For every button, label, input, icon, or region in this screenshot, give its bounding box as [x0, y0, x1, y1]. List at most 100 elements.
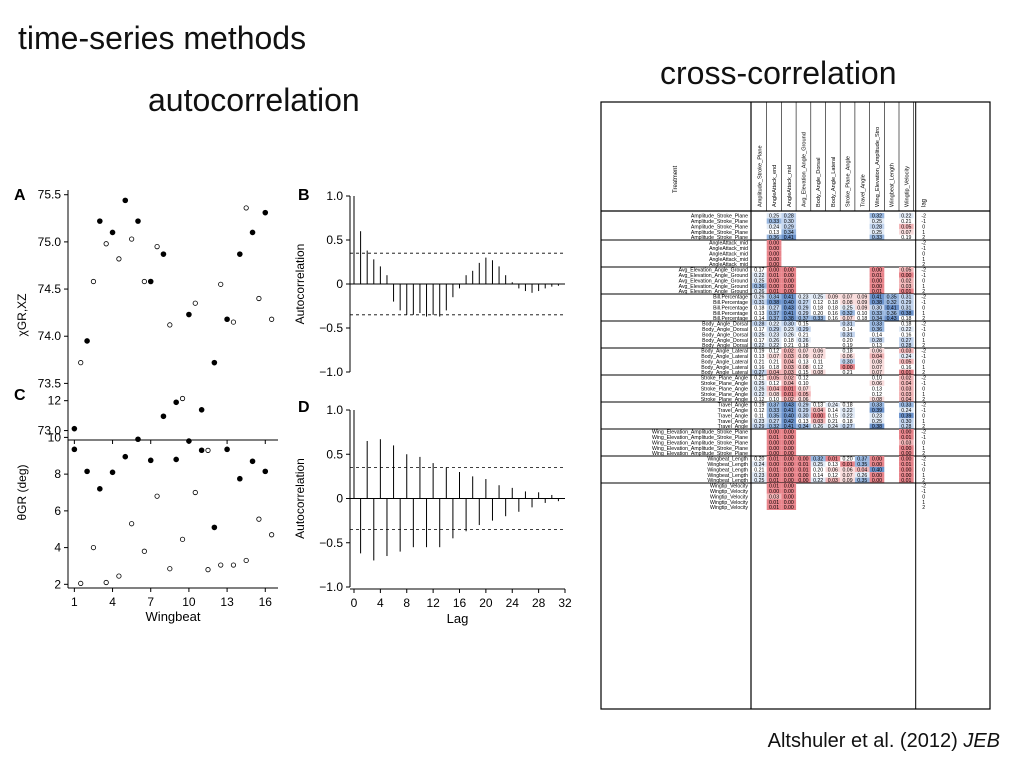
heatmap-cell-value: 0.21: [798, 332, 808, 338]
heatmap-cell-value: 0.14: [754, 316, 764, 322]
heatmap-cell: [766, 299, 782, 305]
heatmap-lag-label: 1: [922, 338, 925, 344]
heatmap-cell: [766, 310, 782, 316]
heatmap-cell-value: 0.00: [901, 467, 911, 473]
heatmap-row-label: Body_Angle_Dorsal: [702, 322, 748, 328]
heatmap-cell: [869, 213, 885, 219]
heatmap-cell-value: 0.35: [769, 413, 779, 419]
heatmap-cell-value: 0.07: [901, 230, 911, 236]
y-tick-label: 1.0: [326, 189, 343, 203]
heatmap-cell: [884, 299, 899, 305]
heatmap-cell: [752, 331, 767, 338]
heatmap-column-header: Stroke_Plane_Angle: [846, 156, 852, 207]
heatmap-cell-value: 0.28: [901, 424, 911, 430]
heatmap-cell: [825, 423, 841, 429]
heatmap-cell: [766, 326, 782, 332]
heatmap-cell: [899, 288, 914, 294]
heatmap-lag-label: 0: [922, 332, 925, 338]
heatmap-cell-value: 0.43: [784, 305, 794, 311]
heatmap-cell-value: 0.37: [857, 457, 867, 463]
heatmap-cell-value: 0.00: [901, 430, 911, 436]
heatmap-cell: [781, 218, 797, 224]
open-point: [116, 256, 122, 262]
filled-point: [173, 456, 179, 463]
heatmap-cell: [781, 331, 797, 338]
y-tick-label: 10: [48, 430, 62, 444]
heatmap-cell-value: 0.37: [769, 403, 779, 409]
heatmap-cell-value: 0.34: [769, 295, 779, 301]
heatmap-cell-value: 0.12: [769, 349, 779, 355]
heatmap-cell-value: 0.10: [857, 311, 867, 317]
heatmap-cell: [781, 450, 797, 456]
heatmap-cell-value: 0.33: [872, 235, 882, 241]
heatmap-cell-value: 0.30: [901, 419, 911, 425]
heatmap-cell: [752, 277, 767, 284]
heatmap-cell: [899, 412, 914, 419]
heatmap-lag-label: -1: [921, 354, 926, 360]
heatmap-cell-value: 0.39: [872, 408, 882, 414]
heatmap-column-header: Body_Angle_Dorsal: [816, 158, 822, 207]
y-tick-label: 75.5: [38, 188, 62, 202]
heatmap-cell-value: 0.27: [798, 300, 808, 306]
heatmap-cell-value: 0.03: [901, 440, 911, 446]
heatmap-cell-value: 0.35: [857, 462, 867, 468]
heatmap-cell-value: 0.13: [798, 359, 808, 365]
heatmap-cell: [869, 288, 885, 294]
heatmap-cell: [781, 326, 797, 332]
heatmap-cell-value: 0.13: [813, 403, 823, 409]
open-point: [103, 241, 109, 247]
heatmap-cell-value: 0.26: [754, 295, 764, 301]
heatmap-cell: [781, 391, 797, 397]
heatmap-cell-value: 0.18: [769, 365, 779, 371]
heatmap-cell-value: 0.29: [798, 408, 808, 414]
y-tick-label: −0.5: [319, 321, 343, 335]
cross-correlation-heading: cross-correlation: [660, 55, 897, 91]
heatmap-cell-value: 0.41: [784, 295, 794, 301]
heatmap-cell-value: 0.34: [872, 316, 882, 322]
heatmap-cell-value: 0.26: [754, 386, 764, 392]
heatmap-cell: [899, 213, 914, 219]
heatmap-cell-value: 0.18: [842, 403, 852, 409]
heatmap-cell: [899, 342, 914, 348]
heatmap-cell-value: 0.12: [798, 376, 808, 382]
heatmap-cell-value: 0.01: [769, 505, 779, 511]
heatmap-cell-value: 0.03: [828, 478, 838, 484]
x-tick-label: 28: [532, 596, 546, 610]
heatmap-cell: [752, 423, 767, 429]
heatmap-cell-value: 0.00: [784, 451, 794, 457]
heatmap-cell: [781, 223, 797, 230]
filled-point: [71, 425, 78, 432]
heatmap-lag-label: -2: [921, 430, 926, 436]
heatmap-cell-value: 0.21: [769, 359, 779, 365]
heatmap-lag-label: 1: [922, 392, 925, 398]
heatmap-row-label: Wing_Elevation_Amplitude_Stroke_Plane: [652, 446, 748, 452]
heatmap-cell-value: 0.33: [872, 403, 882, 409]
heatmap-cell: [781, 439, 797, 446]
open-point: [230, 562, 237, 568]
y-tick-label: 1.0: [326, 403, 343, 417]
filled-point: [224, 316, 230, 323]
heatmap-cell-value: 0.00: [901, 473, 911, 479]
heatmap-cell: [796, 396, 811, 402]
heatmap-cell: [752, 288, 767, 294]
open-point: [218, 281, 224, 287]
heatmap-cell: [869, 283, 885, 289]
heatmap-cell: [796, 364, 811, 370]
heatmap-cell: [899, 461, 914, 467]
heatmap-cell-value: 0.08: [872, 359, 882, 365]
heatmap-cell: [899, 407, 914, 413]
heatmap-lag-label: 1: [922, 446, 925, 452]
heatmap-row-label: Wing_Elevation_Amplitude_Stroke_Plane: [652, 430, 748, 436]
heatmap-cell: [781, 321, 797, 327]
y-tick-label: 0.5: [326, 233, 343, 247]
heatmap-cell: [796, 315, 811, 321]
heatmap-cell: [869, 294, 885, 300]
heatmap-cell: [781, 283, 797, 289]
heatmap-cell-value: 0.23: [872, 413, 882, 419]
heatmap-lag-label: 2: [922, 316, 925, 322]
heatmap-cell-value: 0.01: [769, 435, 779, 441]
heatmap-cell-value: 0.34: [798, 424, 808, 430]
heatmap-lag-label: -2: [921, 268, 926, 274]
heatmap-cell: [840, 407, 855, 413]
heatmap-cell: [840, 304, 855, 311]
